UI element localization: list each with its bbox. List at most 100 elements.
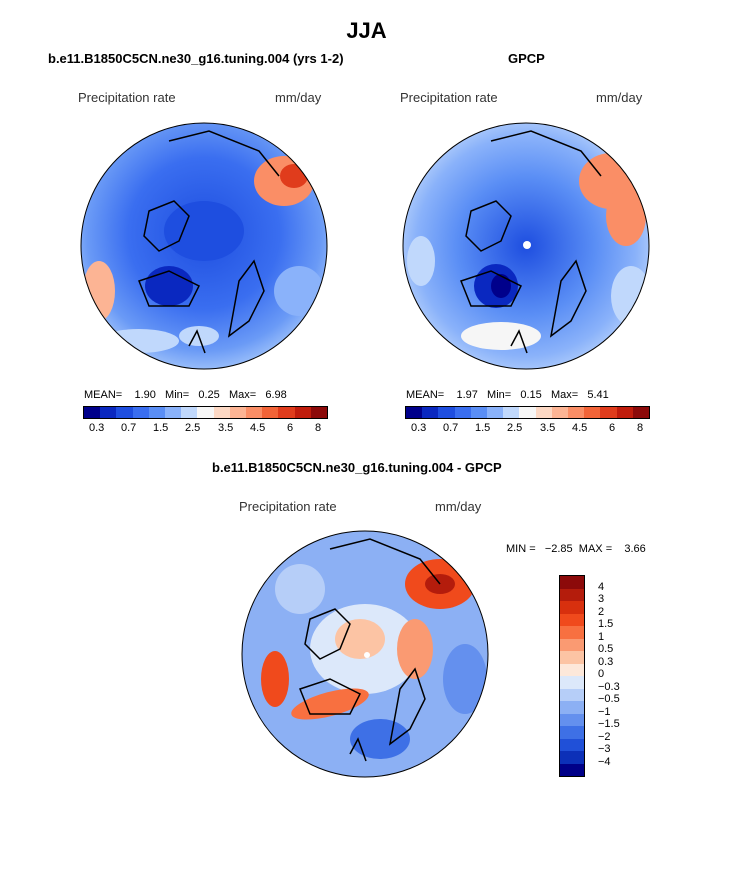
min-value: −2.85 xyxy=(544,543,573,555)
panel2-polar-map xyxy=(402,122,650,370)
colorbar-tick: 3.5 xyxy=(540,422,556,434)
max-value: 5.41 xyxy=(587,389,609,401)
colorbar-swatch xyxy=(294,407,311,418)
colorbar-tick: 4.5 xyxy=(250,422,266,434)
colorbar-tick: 0 xyxy=(598,668,605,680)
colorbar-tick: −0.3 xyxy=(598,680,620,693)
min-label: Min= xyxy=(165,389,190,401)
panel3-stats: MIN = −2.85 MAX = 3.66 xyxy=(506,543,646,555)
colorbar-tick: 2 xyxy=(598,605,605,618)
panel1-variable: Precipitation rate xyxy=(78,90,176,105)
colorbar-swatch xyxy=(560,588,584,601)
colorbar-tick: −1.5 xyxy=(598,718,620,730)
colorbar-swatch xyxy=(560,663,584,676)
colorbar-swatch xyxy=(560,626,584,639)
colorbar-swatch xyxy=(262,407,279,418)
colorbar-swatch xyxy=(616,407,633,418)
colorbar-swatch xyxy=(165,407,182,418)
colorbar-swatch xyxy=(560,726,584,739)
colorbar-swatch xyxy=(535,407,552,418)
colorbar-swatch xyxy=(560,751,584,764)
min-value: 0.25 xyxy=(198,389,220,401)
min-value: 0.15 xyxy=(520,389,542,401)
panel1-colorbar xyxy=(83,406,328,419)
panel2-colorbar xyxy=(405,406,650,419)
panel3-polar-map xyxy=(241,530,489,778)
min-label: Min= xyxy=(487,389,512,401)
colorbar-swatch xyxy=(560,763,584,776)
panel2-variable: Precipitation rate xyxy=(400,90,498,105)
max-label: Max= xyxy=(550,389,579,401)
colorbar-swatch xyxy=(229,407,247,418)
colorbar-swatch xyxy=(551,407,569,418)
colorbar-swatch xyxy=(197,407,214,418)
colorbar-swatch xyxy=(519,407,536,418)
max-value: 6.98 xyxy=(265,389,287,401)
colorbar-tick: 0.3 xyxy=(89,422,105,434)
colorbar-tick: 1 xyxy=(598,630,605,643)
panel1-title: b.e11.B1850C5CN.ne30_g16.tuning.004 (yrs… xyxy=(48,51,344,66)
colorbar-tick: 4.5 xyxy=(572,422,588,434)
colorbar-swatch xyxy=(560,613,584,626)
panel1-colorbar-labels: 0.3 0.7 1.5 2.5 3.5 4.5 6 8 xyxy=(83,422,328,436)
panel2-units: mm/day xyxy=(596,90,643,105)
colorbar-tick: −0.5 xyxy=(598,693,620,705)
panel1-units: mm/day xyxy=(275,90,322,105)
colorbar-swatch xyxy=(310,407,328,418)
colorbar-swatch xyxy=(100,407,117,418)
mean-value: 1.97 xyxy=(456,389,478,401)
colorbar-tick: 8 xyxy=(315,422,322,434)
mean-label: MEAN= xyxy=(406,389,445,401)
colorbar-tick: 1.5 xyxy=(598,618,614,630)
colorbar-swatch xyxy=(600,407,617,418)
colorbar-tick: 4 xyxy=(598,580,605,593)
coastline xyxy=(143,200,190,252)
panel3-units: mm/day xyxy=(435,499,482,514)
colorbar-tick: 0.7 xyxy=(121,422,137,434)
colorbar-swatch xyxy=(560,738,584,751)
panel2-stats: MEAN= 1.97 Min= 0.15 Max= 5.41 xyxy=(406,389,609,401)
colorbar-tick: 2.5 xyxy=(185,422,201,434)
colorbar-swatch xyxy=(503,407,520,418)
colorbar-tick: 1.5 xyxy=(475,422,491,434)
colorbar-swatch xyxy=(438,407,455,418)
colorbar-tick: 0.5 xyxy=(598,643,614,655)
colorbar-swatch xyxy=(560,701,584,714)
mean-label: MEAN= xyxy=(84,389,123,401)
colorbar-swatch xyxy=(406,407,423,418)
colorbar-tick: 2.5 xyxy=(507,422,523,434)
panel1-polar-map xyxy=(80,122,328,370)
colorbar-tick: 0.3 xyxy=(411,422,427,434)
colorbar-tick: 3.5 xyxy=(218,422,234,434)
max-label: Max= xyxy=(228,389,257,401)
figure-title: JJA xyxy=(346,18,387,43)
colorbar-swatch xyxy=(560,688,584,701)
colorbar-swatch xyxy=(487,407,504,418)
colorbar-tick: −2 xyxy=(598,730,611,743)
colorbar-tick: 6 xyxy=(609,422,616,434)
colorbar-tick: 0.7 xyxy=(443,422,459,434)
colorbar-tick: −4 xyxy=(598,755,611,768)
colorbar-tick: 3 xyxy=(598,593,605,605)
colorbar-swatch xyxy=(560,651,584,664)
colorbar-swatch xyxy=(181,407,198,418)
colorbar-tick: −3 xyxy=(598,743,611,755)
panel1-stats: MEAN= 1.90 Min= 0.25 Max= 6.98 xyxy=(84,389,287,401)
colorbar-swatch xyxy=(560,676,584,689)
min-label: MIN = xyxy=(506,543,536,555)
colorbar-tick: 6 xyxy=(287,422,294,434)
colorbar-swatch xyxy=(116,407,133,418)
colorbar-swatch xyxy=(132,407,149,418)
mean-value: 1.90 xyxy=(134,389,156,401)
colorbar-swatch xyxy=(560,601,584,614)
colorbar-swatch xyxy=(213,407,230,418)
panel3-title: b.e11.B1850C5CN.ne30_g16.tuning.004 - GP… xyxy=(212,460,502,475)
colorbar-swatch xyxy=(560,638,584,651)
colorbar-swatch xyxy=(246,407,263,418)
colorbar-tick: −1 xyxy=(598,705,611,718)
colorbar-swatch xyxy=(422,407,439,418)
panel3-colorbar xyxy=(559,575,585,777)
max-label: MAX = xyxy=(578,543,613,555)
colorbar-swatch xyxy=(560,713,584,726)
max-value: 3.66 xyxy=(624,543,646,555)
